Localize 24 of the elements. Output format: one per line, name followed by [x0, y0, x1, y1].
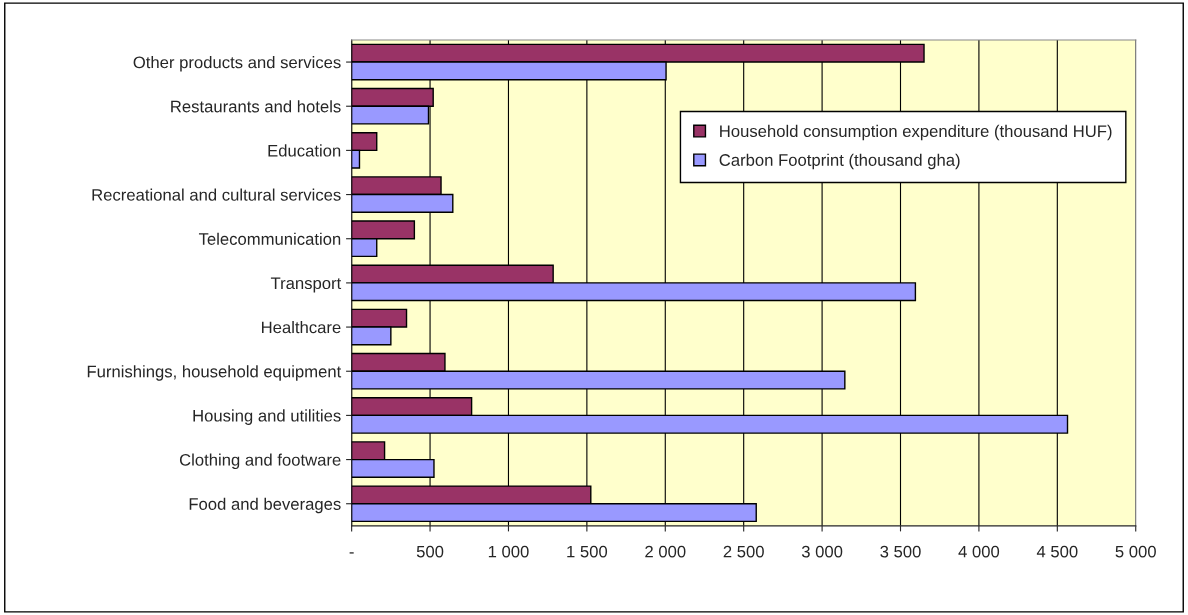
x-tick-label: 2 000 — [645, 545, 686, 558]
x-tick-label: 5 000 — [1115, 545, 1156, 558]
x-tick-label: 1 000 — [488, 545, 529, 558]
y-tick-label: Transport — [270, 277, 342, 293]
y-tick-label: Other products and services — [133, 56, 341, 72]
legend-label: Carbon Footprint (thousand gha) — [719, 153, 960, 170]
x-tick-label: 3 500 — [880, 545, 921, 558]
x-tick-label: - — [349, 552, 354, 554]
legend-label: Household consumption expenditure (thousand HUF) — [720, 124, 1112, 141]
y-tick-label: Clothing and footware — [179, 453, 341, 470]
y-tick-label: Housing and utilities — [193, 409, 341, 425]
y-tick-label: Recreational and cultural services — [92, 188, 341, 201]
y-tick-label: Furnishings, household equipment — [87, 365, 342, 381]
x-tick-label: 4 000 — [958, 545, 1000, 558]
x-tick-label: 4 500 — [1036, 545, 1078, 558]
y-tick-label: Telecommunication — [198, 232, 341, 245]
x-tick-label: 500 — [416, 545, 444, 558]
x-tick-label: 1 500 — [567, 545, 608, 558]
y-tick-label: Restaurants and hotels — [171, 100, 341, 113]
x-tick-label: 3 000 — [801, 545, 843, 558]
y-tick-label: Food and beverages — [189, 497, 341, 514]
y-tick-label: Healthcare — [262, 321, 341, 334]
x-tick-label: 2 500 — [723, 545, 764, 558]
y-tick-label: Education — [268, 144, 341, 157]
